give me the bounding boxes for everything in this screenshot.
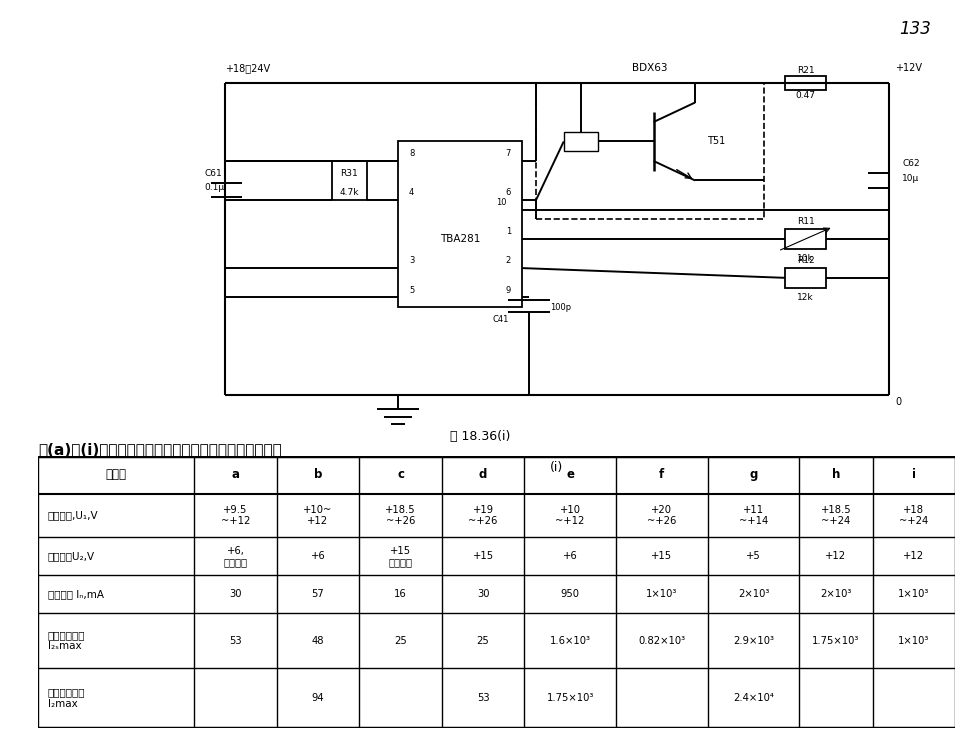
Text: 10k: 10k — [797, 254, 814, 263]
Text: 100p: 100p — [550, 303, 571, 312]
Text: +18.5
~+24: +18.5 ~+24 — [821, 505, 852, 526]
Text: +12: +12 — [826, 551, 847, 562]
Text: h: h — [831, 468, 840, 481]
Text: 5: 5 — [409, 285, 415, 295]
Text: C41: C41 — [492, 315, 509, 323]
Text: +18
~+24: +18 ~+24 — [900, 505, 928, 526]
Text: 16: 16 — [395, 589, 407, 600]
Text: +19
~+26: +19 ~+26 — [468, 505, 497, 526]
Text: e: e — [566, 468, 574, 481]
Text: 输入电压,U₁,V: 输入电压,U₁,V — [48, 511, 98, 520]
Text: +10~
+12: +10~ +12 — [303, 505, 333, 526]
Bar — [785, 76, 827, 90]
Text: 9: 9 — [506, 285, 511, 295]
Text: +6: +6 — [563, 551, 578, 562]
Text: 53: 53 — [477, 692, 490, 703]
Text: (i): (i) — [550, 462, 564, 474]
Text: a: a — [231, 468, 239, 481]
Text: R11: R11 — [797, 218, 814, 226]
Text: 1×10³: 1×10³ — [899, 636, 929, 645]
Text: T51: T51 — [707, 137, 725, 146]
Text: b: b — [314, 468, 323, 481]
Text: R31: R31 — [341, 168, 358, 178]
Text: 图(a)～(i)示出九种电路，其主要技术数据如下表所示。: 图(a)～(i)示出九种电路，其主要技术数据如下表所示。 — [38, 442, 282, 457]
Text: 2.4×10⁴: 2.4×10⁴ — [733, 692, 774, 703]
Text: R21: R21 — [797, 66, 814, 76]
Text: 30: 30 — [229, 589, 242, 600]
Text: f: f — [660, 468, 664, 481]
Text: 25: 25 — [477, 636, 490, 645]
Text: 2.9×10³: 2.9×10³ — [733, 636, 774, 645]
Text: +12: +12 — [903, 551, 924, 562]
Text: 57: 57 — [312, 589, 324, 600]
Text: 2: 2 — [506, 257, 511, 265]
Text: 1×10³: 1×10³ — [899, 589, 929, 600]
Text: 25: 25 — [395, 636, 407, 645]
Text: 12k: 12k — [798, 293, 814, 302]
Text: +5: +5 — [746, 551, 761, 562]
Text: R12: R12 — [797, 257, 814, 265]
Text: C61: C61 — [204, 168, 222, 178]
Bar — [332, 161, 367, 200]
Text: +15
恒流限制: +15 恒流限制 — [389, 545, 413, 567]
Text: +9.5
~+12: +9.5 ~+12 — [221, 505, 251, 526]
Text: C62: C62 — [902, 159, 920, 168]
Text: 0.1μ: 0.1μ — [204, 183, 225, 193]
Bar — [564, 132, 598, 151]
Text: 10: 10 — [496, 198, 507, 207]
Text: 图 18.36(i): 图 18.36(i) — [450, 430, 510, 443]
Text: 最大短路电流
I₂ₛmax: 最大短路电流 I₂ₛmax — [48, 630, 85, 651]
Text: 0.82×10³: 0.82×10³ — [638, 636, 685, 645]
Text: d: d — [479, 468, 488, 481]
Text: +11
~+14: +11 ~+14 — [739, 505, 768, 526]
Text: +18.5
~+26: +18.5 ~+26 — [385, 505, 416, 526]
Text: 1: 1 — [506, 227, 511, 236]
Text: i: i — [912, 468, 916, 481]
Text: 2×10³: 2×10³ — [738, 589, 769, 600]
Text: 1.75×10³: 1.75×10³ — [546, 692, 594, 703]
Text: 4.7k: 4.7k — [340, 188, 359, 197]
Bar — [536, 83, 764, 220]
Text: 0.47: 0.47 — [796, 90, 816, 100]
Text: +20
~+26: +20 ~+26 — [647, 505, 677, 526]
Text: +15: +15 — [472, 551, 493, 562]
Text: 950: 950 — [561, 589, 580, 600]
Text: 3: 3 — [409, 257, 415, 265]
Text: c: c — [397, 468, 404, 481]
Text: 1.75×10³: 1.75×10³ — [812, 636, 860, 645]
Text: 电路图: 电路图 — [106, 468, 127, 481]
Text: +15: +15 — [651, 551, 672, 562]
Text: 48: 48 — [312, 636, 324, 645]
Text: 53: 53 — [229, 636, 242, 645]
Text: 7: 7 — [506, 149, 511, 158]
Text: 最大输出电流
I₂max: 最大输出电流 I₂max — [48, 687, 85, 709]
Text: 额定电路 Iₙ,mA: 额定电路 Iₙ,mA — [48, 589, 104, 600]
Text: g: g — [750, 468, 757, 481]
Text: BDX63: BDX63 — [633, 63, 668, 74]
Bar — [397, 141, 522, 307]
Text: 4: 4 — [409, 188, 415, 197]
Text: 30: 30 — [477, 589, 490, 600]
Text: 94: 94 — [312, 692, 324, 703]
Text: 1×10³: 1×10³ — [646, 589, 678, 600]
Text: 8: 8 — [409, 149, 415, 158]
Text: +18～24V: +18～24V — [225, 63, 270, 74]
Text: 6: 6 — [506, 188, 511, 197]
Text: +6: +6 — [311, 551, 325, 562]
Bar — [785, 229, 827, 248]
Text: 10μ: 10μ — [902, 173, 920, 182]
Text: 2×10³: 2×10³ — [821, 589, 852, 600]
Text: 133: 133 — [900, 20, 931, 37]
Text: TBA281: TBA281 — [440, 234, 480, 244]
Text: 0: 0 — [896, 397, 901, 407]
Text: +12V: +12V — [896, 63, 923, 74]
Text: +6,
恒流限制: +6, 恒流限制 — [224, 545, 248, 567]
Text: 输出电压U₂,V: 输出电压U₂,V — [48, 551, 95, 562]
Text: +10
~+12: +10 ~+12 — [556, 505, 585, 526]
Text: 1.6×10³: 1.6×10³ — [550, 636, 590, 645]
Bar — [785, 268, 827, 287]
